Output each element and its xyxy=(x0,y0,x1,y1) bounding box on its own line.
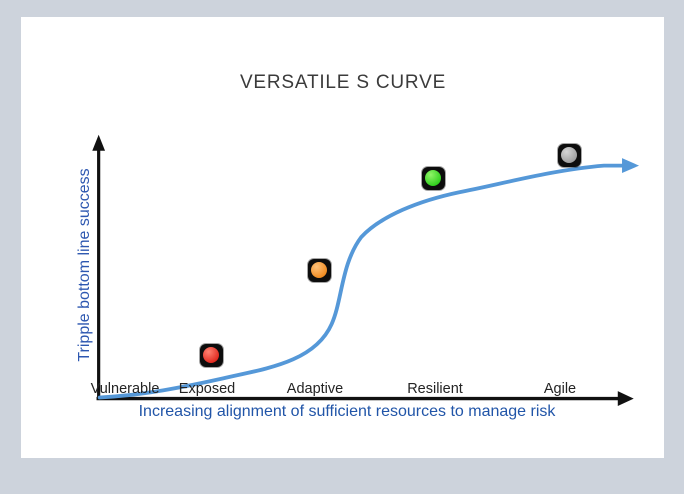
y-axis-arrowhead-icon xyxy=(92,134,106,151)
x-axis-arrowhead-icon xyxy=(617,391,634,407)
x-tick-label-resilient: Resilient xyxy=(407,381,463,397)
chart-title: VERSATILE S CURVE xyxy=(239,72,447,93)
x-tick-label-vulnerable: Vulnerable xyxy=(90,381,160,397)
x-axis-title: Increasing alignment of sufficient resou… xyxy=(138,403,556,420)
x-tick-label-adaptive: Adaptive xyxy=(286,381,344,397)
s-curve-line xyxy=(97,163,627,400)
x-tick-labels: Vulnerable Exposed Adaptive Resilient Agile xyxy=(0,381,684,401)
x-tick-label-agile: Agile xyxy=(543,381,577,397)
x-tick-label-exposed: Exposed xyxy=(178,381,236,397)
s-curve-arrowhead-icon xyxy=(622,158,640,174)
chart-card: VERSATILE S CURVE Tripple bottom line su… xyxy=(21,17,664,458)
page: { "page": { "background_color": "#cdd3dc… xyxy=(21,17,664,458)
plot-svg xyxy=(92,134,640,407)
